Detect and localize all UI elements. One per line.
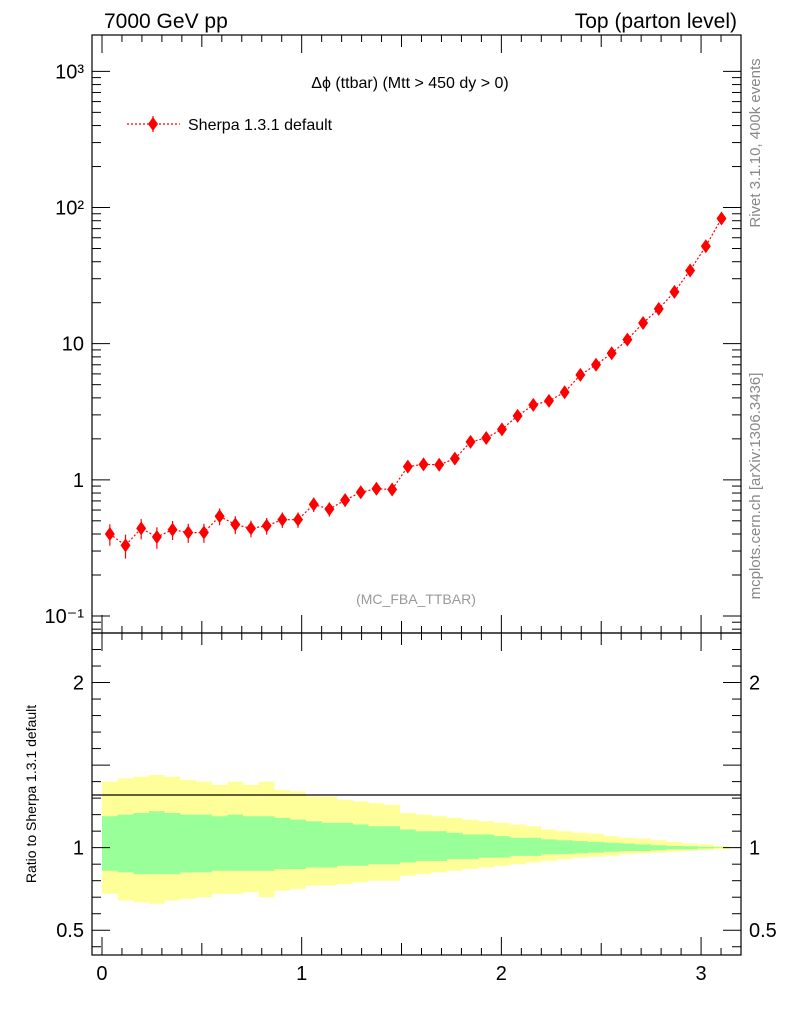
side-label-mcplots: mcplots.cern.ch [arXiv:1306.3436] [747, 373, 764, 600]
y-tick-label: 10⁻¹ [45, 606, 85, 628]
ratio-uncertainty-bands [102, 775, 730, 904]
ratio-y-tick-label-left: 0.5 [56, 920, 84, 942]
data-point [700, 239, 711, 254]
ratio-y-tick-label-right: 0.5 [749, 920, 777, 942]
x-tick-label: 0 [96, 963, 107, 985]
data-point [669, 284, 680, 299]
data-point [245, 521, 256, 536]
y-tick-label: 10 [62, 334, 84, 356]
data-point [559, 385, 570, 400]
data-point [465, 434, 476, 449]
data-point [481, 430, 492, 445]
y-tick-label: 1 [73, 470, 84, 492]
plot-title: Δϕ (ttbar) (Mtt > 450 dy > 0) [311, 75, 509, 92]
data-point [308, 497, 319, 512]
data-point [277, 512, 288, 527]
data-point [402, 459, 413, 474]
data-point [543, 393, 554, 408]
data-point [230, 517, 241, 532]
data-point [371, 481, 382, 496]
data-point [340, 493, 351, 508]
header-right: Top (parton level) [575, 10, 737, 33]
x-tick-label: 3 [695, 963, 706, 985]
ratio-band-inner [102, 811, 730, 875]
data-point [622, 332, 633, 347]
side-label-rivet: Rivet 3.1.10, 400k events [747, 58, 764, 227]
ratio-y-tick-label-right: 1 [749, 838, 760, 860]
y-tick-label: 10³ [55, 61, 84, 83]
data-point [151, 530, 162, 545]
analysis-annotation: (MC_FBA_TTBAR) [356, 591, 476, 607]
data-point [387, 482, 398, 497]
ratio-y-axis-label: Ratio to Sherpa 1.3.1 default [23, 705, 39, 883]
x-tick-label: 1 [296, 963, 307, 985]
y-tick-label: 10² [55, 198, 84, 220]
axis-ticks [92, 35, 742, 955]
data-point [418, 457, 429, 472]
data-point [606, 346, 617, 361]
series-line [109, 218, 723, 547]
data-point [104, 527, 115, 542]
ratio-y-tick-label-right: 2 [749, 673, 760, 695]
data-point [120, 538, 131, 553]
data-point [293, 512, 304, 527]
data-point [512, 408, 523, 423]
data-point [261, 518, 272, 533]
data-point [716, 211, 727, 226]
ratio-plot-frame [91, 632, 742, 956]
data-point [167, 522, 178, 537]
data-point [591, 357, 602, 372]
data-point [214, 509, 225, 524]
x-tick-label: 2 [496, 963, 507, 985]
data-point [653, 301, 664, 316]
data-point [355, 485, 366, 500]
header-left: 7000 GeV pp [104, 10, 228, 33]
data-point [136, 521, 147, 536]
data-point [638, 315, 649, 330]
legend-label: Sherpa 1.3.1 default [188, 117, 333, 134]
data-point [198, 525, 209, 540]
ratio-y-tick-label-left: 1 [73, 838, 84, 860]
data-point [496, 422, 507, 437]
data-point [324, 502, 335, 517]
data-point [528, 397, 539, 412]
data-point [575, 367, 586, 382]
ratio-y-tick-label-left: 2 [73, 673, 84, 695]
legend-marker [148, 117, 158, 131]
axis-tick-labels: 10⁻¹ 1 10 10² 10³ 0.5 0.5 1 1 2 2 0 1 2 3 [45, 61, 777, 985]
main-data-layer [104, 211, 727, 559]
data-point [183, 525, 194, 540]
data-point [434, 457, 445, 472]
data-point [685, 263, 696, 278]
data-point [449, 451, 460, 466]
